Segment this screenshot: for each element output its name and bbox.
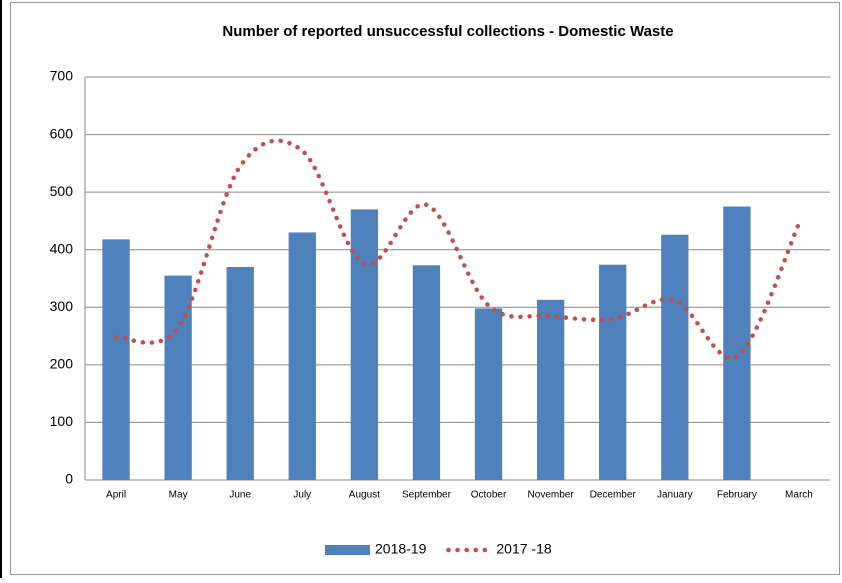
legend-label: 2018-19	[375, 541, 427, 557]
legend-label: 2017 -18	[496, 541, 551, 557]
x-tick-label: July	[293, 490, 311, 501]
y-tick-label: 0	[65, 471, 73, 487]
y-tick-label: 700	[50, 68, 74, 84]
bar	[164, 275, 192, 480]
x-tick-label: January	[657, 490, 693, 501]
bar	[412, 265, 441, 480]
x-tick-label: June	[229, 490, 251, 501]
x-tick-label: August	[349, 490, 380, 501]
bar	[474, 308, 503, 480]
bar	[350, 209, 379, 480]
chart-title: Number of reported unsuccessful collecti…	[222, 23, 673, 40]
legend-swatch	[325, 545, 370, 555]
y-tick-label: 300	[50, 298, 74, 314]
x-tick-label: May	[169, 490, 188, 501]
x-tick-label: December	[590, 490, 637, 501]
y-tick-label: 500	[50, 183, 74, 199]
bar	[661, 234, 689, 480]
x-tick-label: April	[106, 490, 126, 501]
x-tick-label: October	[471, 490, 507, 501]
y-tick-label: 400	[50, 240, 74, 256]
bar	[536, 299, 565, 480]
y-tick-label: 100	[50, 413, 74, 429]
bar	[102, 239, 130, 480]
x-tick-label: November	[528, 490, 575, 501]
x-tick-label: March	[785, 490, 813, 501]
y-tick-label: 200	[50, 356, 74, 372]
bar	[599, 264, 627, 480]
bar	[226, 266, 254, 480]
x-tick-label: February	[717, 490, 757, 501]
bar	[288, 232, 316, 480]
y-tick-label: 600	[50, 125, 74, 141]
x-tick-label: September	[402, 490, 452, 501]
